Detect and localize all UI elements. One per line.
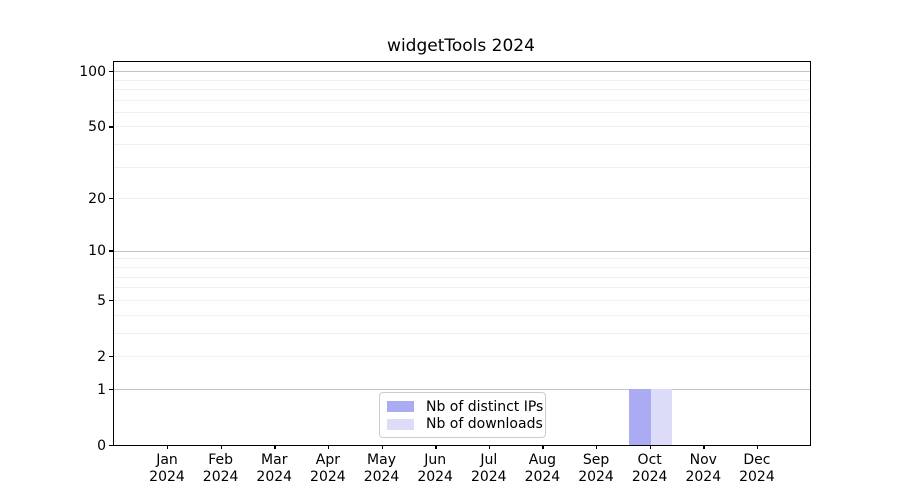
minor-gridline xyxy=(114,299,810,301)
minor-gridline xyxy=(114,88,810,90)
minor-gridline xyxy=(114,314,810,316)
minor-gridline xyxy=(114,355,810,357)
minor-gridline xyxy=(114,258,810,260)
bar-nb-of-distinct-ips xyxy=(629,388,651,445)
x-axis-tick xyxy=(220,445,223,450)
x-axis-tick xyxy=(381,445,383,450)
legend-entry-distinct-ips: Nb of distinct IPs xyxy=(387,398,543,416)
x-axis-tick-label: Jul 2024 xyxy=(470,452,507,485)
x-axis-tick xyxy=(435,445,437,450)
legend-entry-downloads: Nb of downloads xyxy=(387,416,543,434)
distinct-ips-swatch xyxy=(387,401,414,413)
y-axis-tick-label: 10 xyxy=(88,243,106,260)
legend-label: Nb of downloads xyxy=(426,416,543,433)
x-axis-tick-label: Sep 2024 xyxy=(578,452,614,485)
plot-area xyxy=(113,61,811,446)
x-axis-tick xyxy=(756,445,759,450)
x-axis-tick-label: Nov 2024 xyxy=(685,452,722,485)
legend: Nb of distinct IPs Nb of downloads xyxy=(379,392,546,438)
x-axis-tick xyxy=(703,445,705,450)
downloads-swatch xyxy=(387,418,414,430)
x-axis-tick-label: Jan 2024 xyxy=(149,452,185,485)
x-axis-tick xyxy=(327,445,330,450)
y-axis-tick xyxy=(109,70,113,73)
chart-title: widgetTools 2024 xyxy=(387,36,535,56)
x-axis-tick xyxy=(649,445,652,450)
x-axis-tick-label: Apr 2024 xyxy=(310,452,346,485)
minor-gridline xyxy=(114,111,810,113)
x-axis-tick-label: Aug 2024 xyxy=(524,452,561,485)
minor-gridline xyxy=(114,144,810,146)
x-axis-tick-label: Mar 2024 xyxy=(256,452,293,485)
major-gridline xyxy=(114,388,810,390)
y-axis-tick xyxy=(109,126,113,128)
y-axis-tick-label: 0 xyxy=(97,437,106,454)
minor-gridline xyxy=(114,126,810,128)
x-axis-tick xyxy=(488,445,491,450)
minor-gridline xyxy=(114,287,810,289)
y-axis-tick-label: 50 xyxy=(88,119,106,136)
x-axis-tick xyxy=(596,445,598,450)
minor-gridline xyxy=(114,276,810,278)
major-gridline xyxy=(114,71,810,73)
y-axis-tick-label: 2 xyxy=(97,348,106,365)
bar-nb-of-downloads xyxy=(650,388,673,445)
y-axis-tick xyxy=(109,444,113,447)
x-axis-tick-label: Jun 2024 xyxy=(417,452,453,485)
y-axis-tick xyxy=(109,299,113,301)
y-axis-tick xyxy=(109,388,113,390)
x-axis-tick-label: May 2024 xyxy=(363,452,400,485)
x-axis-tick xyxy=(274,445,276,450)
minor-gridline xyxy=(114,266,810,268)
legend-label: Nb of distinct IPs xyxy=(426,398,544,415)
y-axis-tick-label: 1 xyxy=(97,381,106,398)
y-axis-tick xyxy=(109,198,113,200)
major-gridline xyxy=(114,250,810,252)
y-axis-tick-label: 100 xyxy=(79,63,106,80)
x-axis-tick xyxy=(542,445,544,450)
minor-gridline xyxy=(114,332,810,334)
x-axis-tick xyxy=(167,445,169,450)
minor-gridline xyxy=(114,79,810,81)
x-axis-tick-label: Feb 2024 xyxy=(202,452,239,485)
minor-gridline xyxy=(114,166,810,168)
y-axis-tick-label: 20 xyxy=(88,191,106,208)
y-axis-tick-label: 5 xyxy=(97,292,106,309)
y-axis-tick xyxy=(109,355,113,358)
minor-gridline xyxy=(114,198,810,200)
x-axis-tick-label: Dec 2024 xyxy=(739,452,775,485)
minor-gridline xyxy=(114,99,810,101)
y-axis-tick xyxy=(109,250,113,252)
x-axis-tick-label: Oct 2024 xyxy=(631,452,668,485)
